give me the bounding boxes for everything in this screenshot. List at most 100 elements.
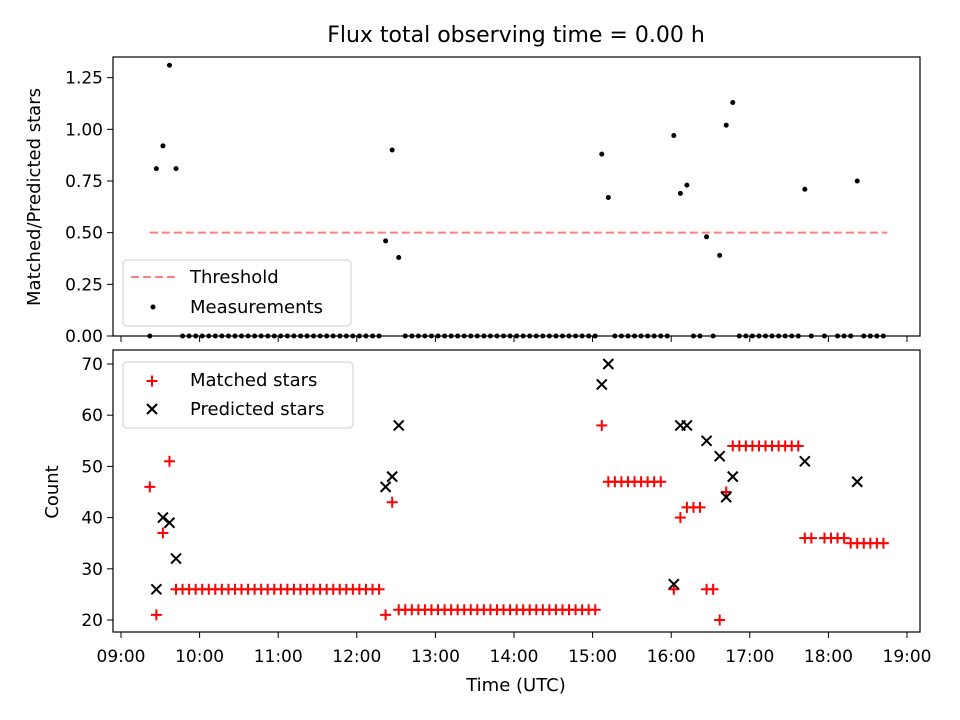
matched-legend-swatch [146,375,158,387]
predicted-star-point [720,491,732,503]
measurement-point [605,195,611,201]
count-legend-frame [122,361,354,429]
ratio-panel-ticks: 0.00 0.25 0.50 0.75 1.00 1.25 [65,69,908,347]
measurement-point [677,190,683,196]
measurement-point [153,166,159,172]
ratio-panel-title: Flux total observing time = 0.00 h [327,23,705,48]
ratio-panel-y-label: Matched/Predicted stars [24,88,45,306]
measurement-point [671,133,677,139]
measurement-point [684,182,690,188]
matched-star-point [877,537,889,549]
measurement-point [717,252,723,258]
ratio-y-tick-label: 1.00 [65,120,103,140]
matched-star-point [596,419,608,431]
predicted-star-point [157,511,169,524]
measurement-point [730,99,736,105]
count-panel-frame [112,349,921,633]
threshold-legend-label: Threshold [189,267,279,288]
predicted-star-point [602,358,615,370]
predicted-star-point [170,552,182,565]
matched-star-point [589,604,601,616]
measurements-legend-label: Measurements [190,297,323,318]
predicted-star-point [668,578,680,590]
count-x-tick-label: 13:00 [411,647,460,667]
predicted-star-point [596,378,608,391]
count-y-tick-label: 40 [81,509,103,529]
count-y-tick-label: 70 [81,355,103,375]
measurement-point [854,178,860,184]
matched-legend-label: Matched stars [190,370,317,391]
matched-star-point [163,455,175,467]
count-x-tick-label: 19:00 [883,647,932,667]
predicted-star-point [799,455,811,467]
count-x-tick-label: 18:00 [804,647,853,667]
count-panel: 20 30 40 50 60 70 09:00 10:00 11:00 12:00 13:00 14:… [42,349,932,696]
count-y-tick-label: 30 [81,560,103,580]
predicted-star-point [681,419,693,432]
count-x-tick-label: 16:00 [647,647,696,667]
matched-star-point [386,496,398,508]
predicted-star-point [700,435,713,447]
measurement-point [396,254,402,260]
predicted-legend-label: Predicted stars [190,399,324,420]
predicted-star-point [727,470,739,483]
ratio-legend-frame [122,259,352,327]
ratio-panel-legend: Threshold Measurements [122,259,352,327]
measurement-point [383,238,389,244]
count-x-tick-label: 12:00 [332,647,381,667]
predicted-star-point [150,583,163,595]
count-y-tick-label: 20 [81,611,103,631]
predicted-star-point [386,470,398,483]
count-x-tick-label: 11:00 [254,647,303,667]
matched-star-point [144,481,156,493]
count-panel-marks [144,358,889,626]
matched-star-point [668,583,680,595]
measurement-point [160,143,166,149]
count-x-tick-label: 17:00 [725,647,774,667]
measurement-point [704,234,710,240]
ratio-y-tick-label: 0.25 [65,275,103,295]
measurement-point [723,122,729,128]
measurement-point [389,147,395,153]
matched-star-point [373,583,385,595]
count-x-tick-label: 15:00 [568,647,617,667]
matched-star-point [838,532,850,544]
predicted-star-point [713,450,726,462]
matched-star-point [380,609,392,621]
count-y-tick-label: 50 [81,457,103,477]
predicted-star-point [393,419,405,432]
matched-star-point [720,486,732,498]
matched-star-point [655,476,667,488]
matched-star-point [674,512,686,524]
measurement-point [802,186,808,192]
ratio-y-tick-label: 0.00 [65,327,103,347]
matched-star-point [157,527,169,539]
count-panel-y-label: Count [42,465,63,518]
count-x-tick-label: 09:00 [97,647,146,667]
count-x-tick-label: 14:00 [490,647,539,667]
predicted-legend-swatch [146,403,158,415]
predicted-star-point [851,476,863,488]
count-panel-legend: Matched stars Predicted stars [122,361,354,429]
matched-star-point [792,440,804,452]
ratio-panel-frame [112,56,921,337]
count-panel-ticks: 20 30 40 50 60 70 09:00 10:00 11:00 12:00 13:00 14:… [81,355,931,667]
predicted-star-point [379,481,392,493]
measurements-legend-swatch [150,304,156,310]
ratio-y-tick-label: 0.50 [65,224,103,244]
predicted-star-point [163,517,176,529]
matched-star-point [694,501,706,513]
ratio-panel: Flux total observing time = 0.00 h 0.000… [24,23,921,347]
count-panel-x-label: Time (UTC) [465,675,566,696]
measurement-point [599,151,605,157]
measurement-point [166,62,172,68]
matched-star-point [805,532,817,544]
ratio-y-tick-label: 0.75 [65,172,103,192]
matched-star-point [707,583,719,595]
measurement-point [173,166,179,172]
ratio-y-tick-label: 1.25 [65,69,103,89]
matched-star-point [714,614,726,626]
matched-star-point [150,609,162,621]
